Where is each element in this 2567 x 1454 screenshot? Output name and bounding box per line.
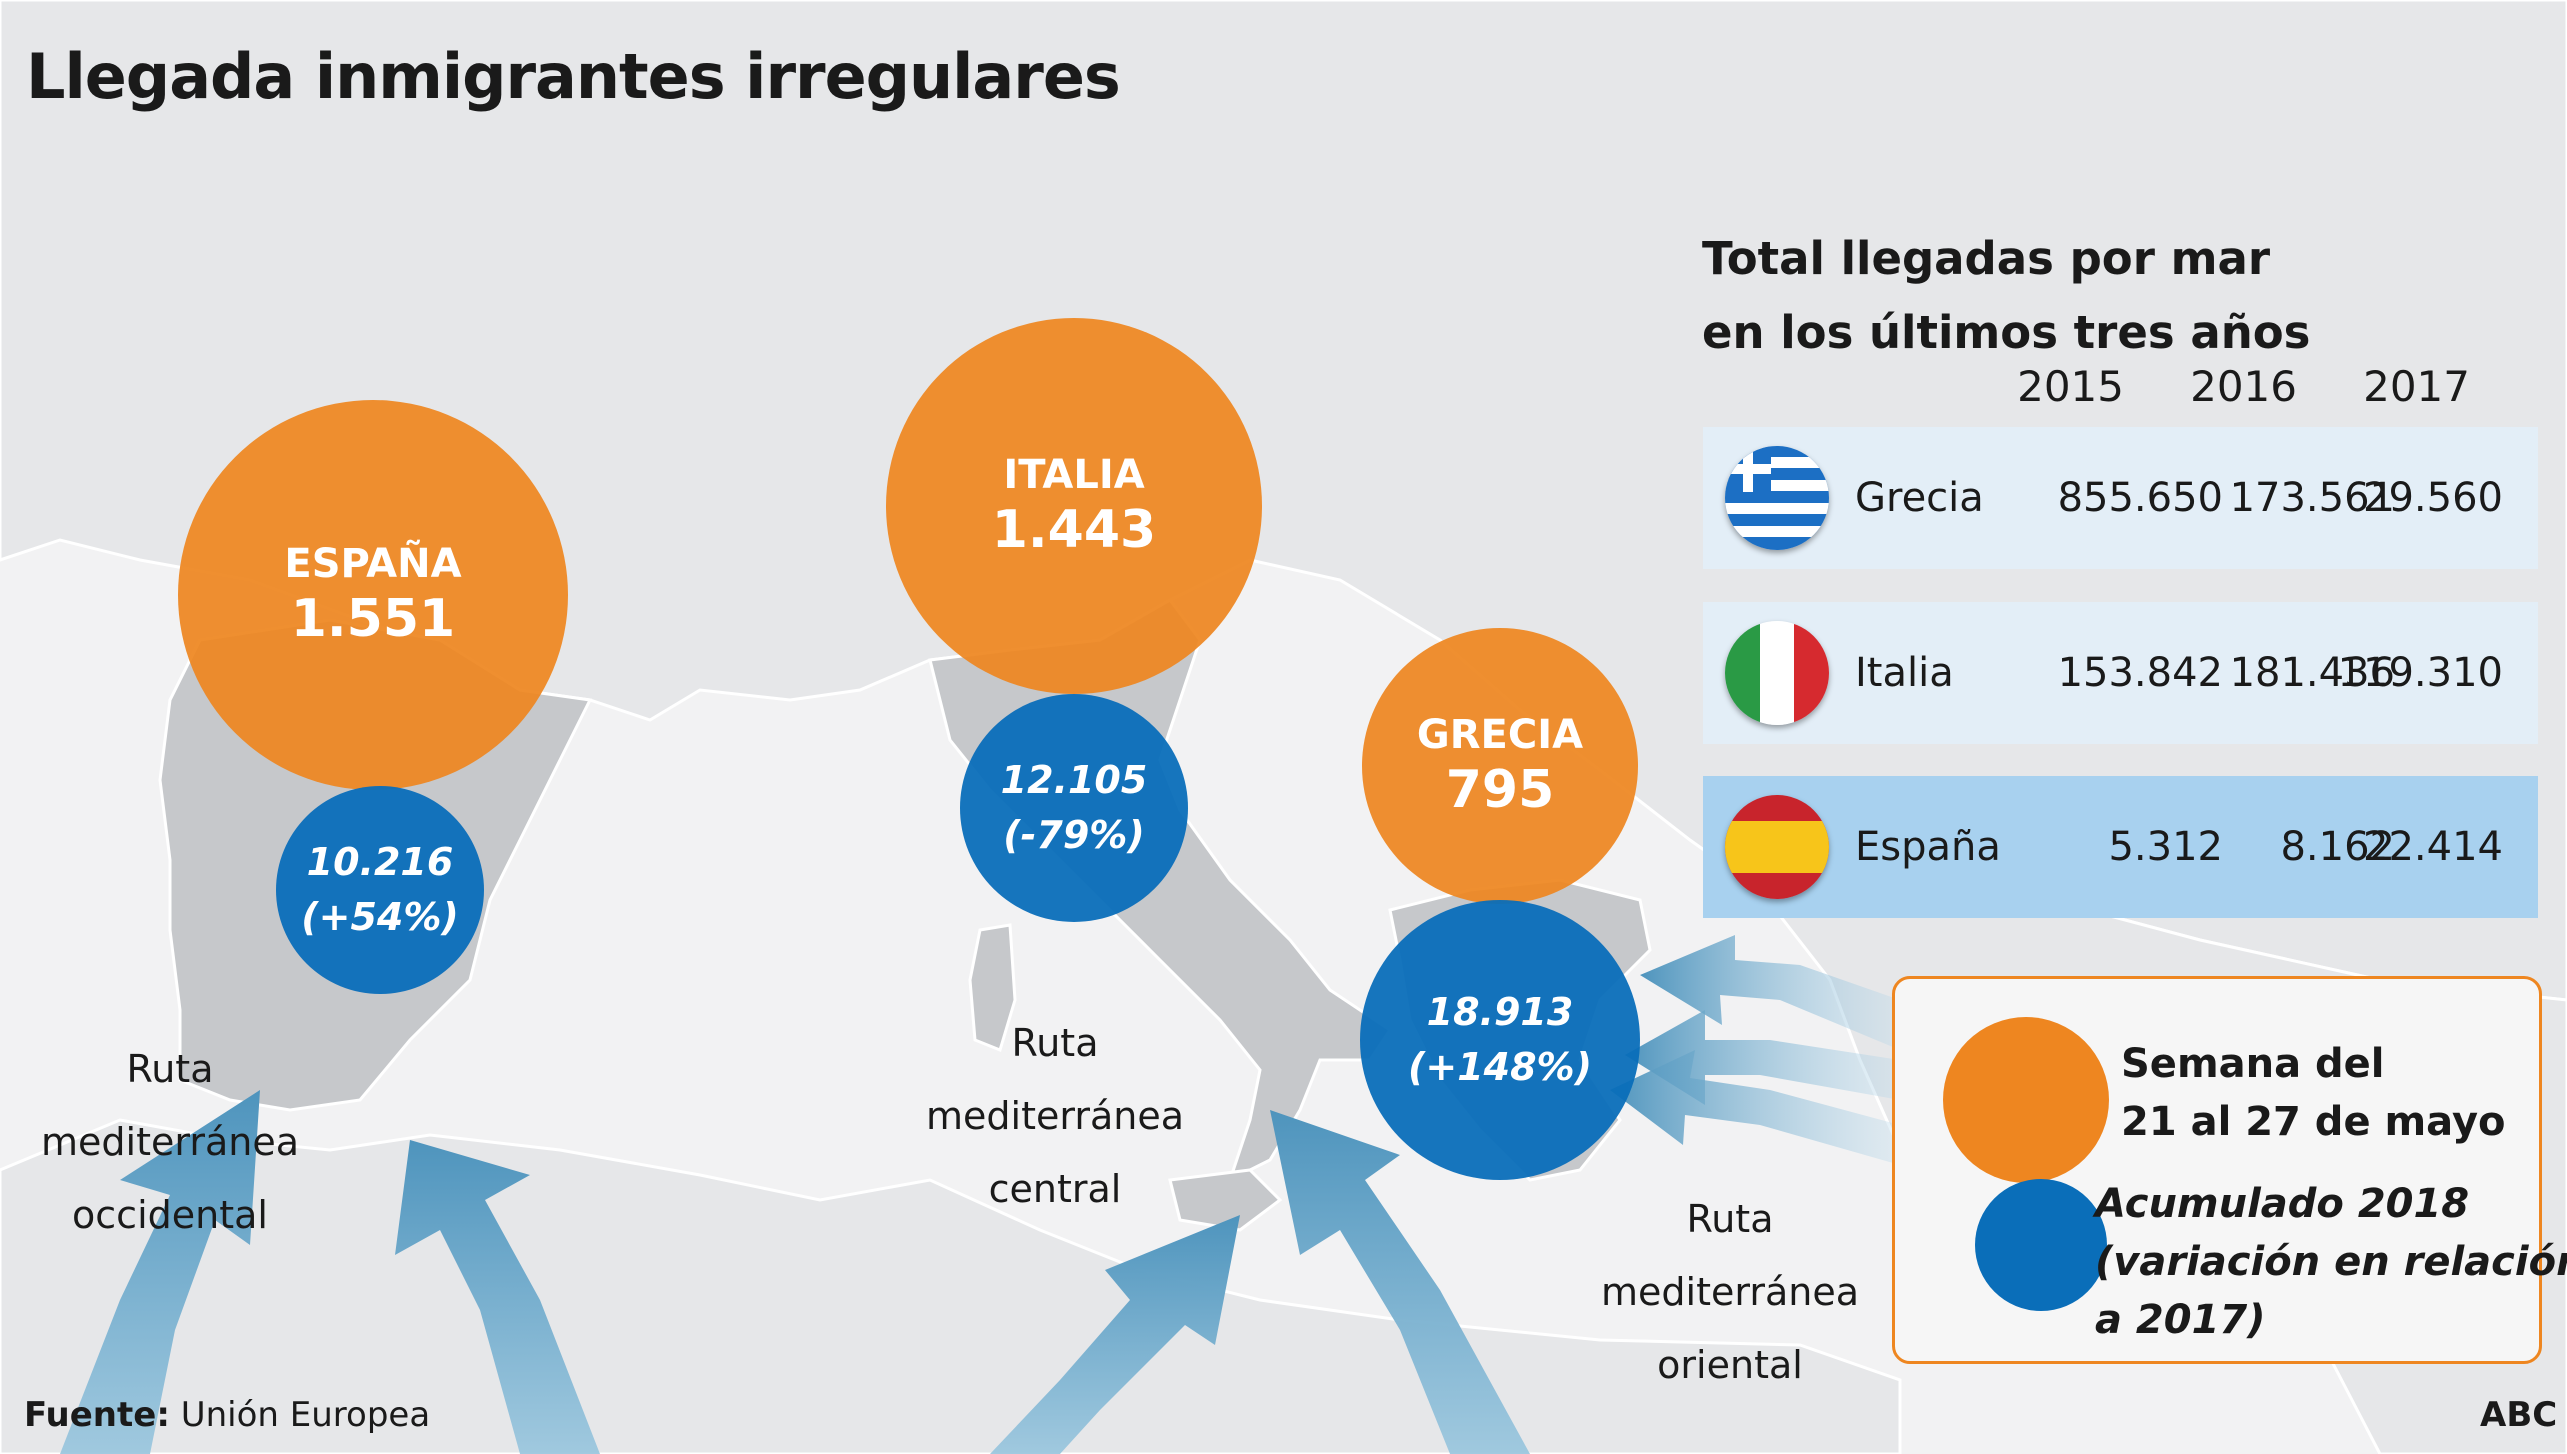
- italy-change-value: (-79%): [1003, 813, 1145, 857]
- cell-italy-2016: 181.436: [2229, 650, 2395, 696]
- cell-greece-2017: 29.560: [2363, 475, 2503, 521]
- year-header-2015: 2015: [2017, 362, 2124, 411]
- italy-accumulated-value: 12.105: [1000, 757, 1148, 802]
- arrow-eastern-1: [1640, 935, 1900, 1050]
- table-row-spain: España 5.312 8.162 22.414: [1703, 776, 2538, 918]
- spain-accumulated-value: 10.216: [306, 839, 454, 884]
- route-label-eastern: Ruta mediterránea oriental: [1601, 1197, 1859, 1387]
- spain-weekly-bubble: ESPAÑA 1.551: [178, 400, 568, 790]
- legend-accumulated-label: Acumulado 2018 (variación en relación a …: [2095, 1181, 2567, 1343]
- cell-italy-2017: 119.310: [2337, 650, 2503, 696]
- spain-flag-icon: [1725, 795, 1829, 899]
- spain-country-label: ESPAÑA: [284, 540, 462, 587]
- cell-spain-2017: 22.414: [2363, 824, 2503, 870]
- arrow-western-2: [395, 1140, 600, 1454]
- cell-greece-2015: 855.650: [2057, 475, 2223, 521]
- spain-weekly-value: 1.551: [290, 588, 456, 649]
- row-country-spain: España: [1855, 824, 2001, 870]
- greece-weekly-value: 795: [1445, 759, 1555, 820]
- row-country-italy: Italia: [1855, 650, 1954, 696]
- source-value: Unión Europea: [180, 1395, 431, 1435]
- spain-accumulated-bubble: 10.216 (+54%): [276, 786, 484, 994]
- arrow-central-1: [990, 1215, 1240, 1454]
- greece-change-value: (+148%): [1408, 1045, 1592, 1089]
- italy-weekly-value: 1.443: [991, 499, 1157, 560]
- italy-country-label: ITALIA: [1003, 451, 1145, 498]
- table-row-italy: Italia 153.842 181.436 119.310: [1703, 602, 2538, 744]
- arrow-eastern-3: [1610, 1050, 1900, 1165]
- land-sardinia: [968, 923, 1017, 1053]
- greece-accumulated-value: 18.913: [1426, 989, 1574, 1034]
- cell-italy-2015: 153.842: [2057, 650, 2223, 696]
- source-label: Fuente:: [24, 1395, 170, 1435]
- legend: Semana del 21 al 27 de mayo Acumulado 20…: [1892, 976, 2567, 1364]
- credit-logo: ABC: [2480, 1395, 2558, 1435]
- cell-spain-2015: 5.312: [2108, 824, 2223, 870]
- year-header-2017: 2017: [2363, 362, 2470, 411]
- land-sicily: [1168, 1168, 1283, 1232]
- source-line: Fuente: Unión Europea: [24, 1395, 430, 1435]
- greece-flag-icon: [1725, 446, 1829, 550]
- arrow-western-1: [60, 1090, 260, 1454]
- year-header-2016: 2016: [2190, 362, 2297, 411]
- spain-change-value: (+54%): [301, 895, 459, 939]
- table-row-greece: Grecia 855.650 173.561 29.560: [1703, 427, 2538, 569]
- italy-weekly-bubble: ITALIA 1.443: [886, 318, 1262, 694]
- legend-weekly-label: Semana del 21 al 27 de mayo: [2121, 1041, 2506, 1145]
- greece-weekly-bubble: GRECIA 795: [1362, 628, 1638, 904]
- page-title: Llegada inmigrantes irregulares: [26, 40, 1121, 113]
- legend-weekly-swatch: [1943, 1017, 2109, 1183]
- cell-greece-2016: 173.561: [2229, 475, 2395, 521]
- legend-accumulated-swatch: [1975, 1179, 2107, 1311]
- cell-spain-2016: 8.162: [2280, 824, 2395, 870]
- route-label-central: Ruta mediterránea central: [926, 1021, 1184, 1211]
- row-country-greece: Grecia: [1855, 475, 1984, 521]
- italy-flag-icon: [1725, 621, 1829, 725]
- route-label-western: Ruta mediterránea occidental: [41, 1047, 299, 1237]
- italy-accumulated-bubble: 12.105 (-79%): [960, 694, 1188, 922]
- sea-arrivals-title: Total llegadas por mar en los últimos tr…: [1702, 232, 2311, 359]
- greece-country-label: GRECIA: [1416, 711, 1584, 758]
- greece-accumulated-bubble: 18.913 (+148%): [1360, 900, 1640, 1180]
- arrow-central-2: [1270, 1110, 1530, 1454]
